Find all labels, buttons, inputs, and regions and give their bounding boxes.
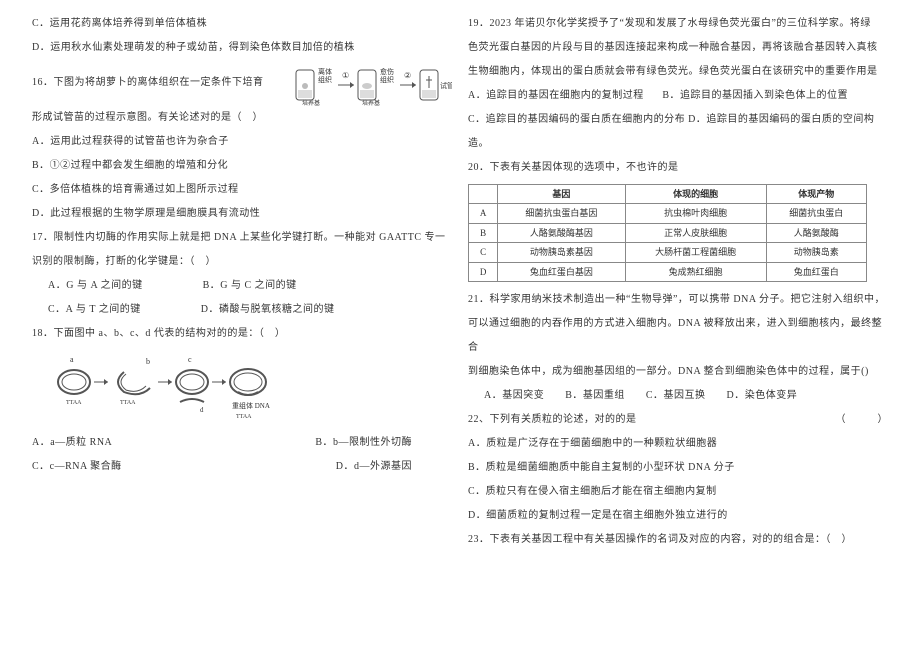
q16-text-2: 形成试管苗的过程示意图。有关论述对的是（ ） bbox=[32, 106, 452, 130]
svg-text:d: d bbox=[200, 406, 204, 414]
q20-table: 基因 体现的细胞 体现产物 A细菌抗虫蛋白基因抗虫棉叶肉细胞细菌抗虫蛋白B人酪氨… bbox=[468, 184, 867, 282]
table-cell: 大肠杆菌工程菌细胞 bbox=[625, 243, 766, 262]
table-cell: 细菌抗虫蛋白基因 bbox=[498, 204, 625, 223]
th-gene: 基因 bbox=[498, 185, 625, 204]
q18-option-c: C．c—RNA 聚合酶 bbox=[32, 455, 122, 479]
q21-text-1: 21．科学家用纳米技术制造出一种“生物导弹”，可以携带 DNA 分子。把它注射入… bbox=[468, 288, 888, 312]
q22-row: 22、下列有关质粒的论述，对的的是 （ ） bbox=[468, 408, 888, 432]
q21-text-3: 到细胞染色体中，成为细胞基因组的一部分。DNA 整合到细胞染色体中的过程，属于(… bbox=[468, 360, 888, 384]
svg-text:培养基: 培养基 bbox=[302, 99, 320, 106]
q20-text: 20．下表有关基因体现的选项中，不也许的是 bbox=[468, 156, 888, 180]
q17-opts-row1: A．G 与 A 之间的键 B．G 与 C 之间的键 bbox=[32, 274, 452, 298]
table-header-row: 基因 体现的细胞 体现产物 bbox=[469, 185, 867, 204]
table-cell: 人酪氨酸酶 bbox=[766, 223, 866, 242]
table-cell: 动物胰岛素 bbox=[766, 243, 866, 262]
q21-options: A．基因突变 B．基因重组 C．基因互换 D．染色体变异 bbox=[468, 384, 888, 408]
q22-option-d: D．细菌质粒的复制过程一定是在宿主细胞外独立进行的 bbox=[468, 504, 888, 528]
svg-text:培养基: 培养基 bbox=[362, 99, 380, 106]
table-cell: 兔血红蛋白 bbox=[766, 262, 866, 281]
q19-option-cd: C．追踪目的基因编码的蛋白质在细胞内的分布 D．追踪目的基因编码的蛋白质的空间构… bbox=[468, 108, 888, 156]
table-cell: 抗虫棉叶肉细胞 bbox=[625, 204, 766, 223]
q18-opts-row1: A．a—质粒 RNA B．b—限制性外切酶 bbox=[32, 431, 452, 455]
right-column: 19．2023 年诺贝尔化学奖授予了“发现和发展了水母绿色荧光蛋白”的三位科学家… bbox=[460, 12, 896, 638]
svg-text:组织: 组织 bbox=[318, 75, 332, 84]
q16-text-1: 16．下图为将胡萝卜的离体组织在一定条件下培育 bbox=[32, 71, 288, 95]
q19-text-3: 生物细胞内，体现出的蛋白质就会带有绿色荧光。绿色荧光蛋白在该研究中的重要作用是 bbox=[468, 60, 888, 84]
q22-option-a: A．质粒是广泛存在于细菌细胞中的一种颗粒状细胞器 bbox=[468, 432, 888, 456]
q18-option-b: B．b—限制性外切酶 bbox=[315, 431, 412, 455]
svg-text:TTAA: TTAA bbox=[120, 400, 136, 406]
q18-option-a: A．a—质粒 RNA bbox=[32, 431, 112, 455]
svg-text:组织: 组织 bbox=[380, 75, 394, 84]
q16-option-a: A．运用此过程获得的试管苗也许为杂合子 bbox=[32, 130, 452, 154]
q16-option-b: B．①②过程中都会发生细胞的增殖和分化 bbox=[32, 154, 452, 178]
table-row: A细菌抗虫蛋白基因抗虫棉叶肉细胞细菌抗虫蛋白 bbox=[469, 204, 867, 223]
tissue-culture-diagram: 离体 组织 培养基 ① 愈伤 组织 培养基 ② 试管苗 bbox=[292, 60, 452, 106]
svg-text:a: a bbox=[70, 355, 74, 364]
q22-option-b: B．质粒是细菌细胞质中能自主复制的小型环状 DNA 分子 bbox=[468, 456, 888, 480]
table-cell: 兔血红蛋白基因 bbox=[498, 262, 625, 281]
q18-opts-row2: C．c—RNA 聚合酶 D．d—外源基因 bbox=[32, 455, 452, 479]
q21-text-2: 可以通过细胞的内吞作用的方式进入细胞内。DNA 被释放出来，进入到细胞核内，最终… bbox=[468, 312, 888, 360]
svg-text:试管苗: 试管苗 bbox=[440, 81, 452, 90]
svg-text:c: c bbox=[188, 355, 192, 364]
table-cell: C bbox=[469, 243, 498, 262]
table-cell: 兔成熟红细胞 bbox=[625, 262, 766, 281]
q22-paren: （ ） bbox=[836, 408, 889, 432]
q15-option-c: C．运用花药离体培养得到单倍体植株 bbox=[32, 12, 452, 36]
q17-text-1: 17．限制性内切酶的作用实际上就是把 DNA 上某些化学键打断。一种能对 GAA… bbox=[32, 226, 452, 250]
svg-text:TTAA: TTAA bbox=[236, 414, 252, 420]
q23-text: 23．下表有关基因工程中有关基因操作的名词及对应的内容，对的的组合是：（ ） bbox=[468, 528, 888, 552]
q16-row1: 16．下图为将胡萝卜的离体组织在一定条件下培育 离体 组织 培养基 ① 愈伤 组… bbox=[32, 60, 452, 106]
q22-text: 22、下列有关质粒的论述，对的的是 bbox=[468, 408, 637, 432]
svg-text:b: b bbox=[146, 357, 150, 366]
svg-text:②: ② bbox=[404, 71, 411, 80]
table-row: B人酪氨酸酶基因正常人皮肤细胞人酪氨酸酶 bbox=[469, 223, 867, 242]
svg-text:①: ① bbox=[342, 71, 349, 80]
q18-option-d: D．d—外源基因 bbox=[336, 455, 412, 479]
q22-option-c: C．质粒只有在侵入宿主细胞后才能在宿主细胞内复制 bbox=[468, 480, 888, 504]
table-cell: 正常人皮肤细胞 bbox=[625, 223, 766, 242]
table-cell: D bbox=[469, 262, 498, 281]
svg-text:愈伤: 愈伤 bbox=[380, 67, 394, 76]
q19-option-b: B．追踪目的基因插入到染色体上的位置 bbox=[662, 84, 848, 108]
q15-option-d: D．运用秋水仙素处理萌发的种子或幼苗，得到染色体数目加倍的植株 bbox=[32, 36, 452, 60]
q17-option-d: D．磷酸与脱氧核糖之间的键 bbox=[201, 298, 335, 322]
svg-text:TTAA: TTAA bbox=[66, 400, 82, 406]
q19-option-a: A．追踪目的基因在细胞内的复制过程 bbox=[468, 84, 644, 108]
q17-option-b: B．G 与 C 之间的键 bbox=[203, 274, 297, 298]
table-row: D兔血红蛋白基因兔成熟红细胞兔血红蛋白 bbox=[469, 262, 867, 281]
q17-opts-row2: C．A 与 T 之间的键 D．磷酸与脱氧核糖之间的键 bbox=[32, 298, 452, 322]
th-blank bbox=[469, 185, 498, 204]
th-product: 体现产物 bbox=[766, 185, 866, 204]
table-cell: 人酪氨酸酶基因 bbox=[498, 223, 625, 242]
q16-option-d: D．此过程根据的生物学原理是细胞膜具有流动性 bbox=[32, 202, 452, 226]
left-column: C．运用花药离体培养得到单倍体植株 D．运用秋水仙素处理萌发的种子或幼苗，得到染… bbox=[24, 12, 460, 638]
q18-text-1: 18．下面图中 a、b、c、d 代表的结构对的的是：（ ） bbox=[32, 322, 452, 346]
q19-text-2: 色荧光蛋白基因的片段与目的基因连接起来构成一种融合基因，再将该融合基因转入真核 bbox=[468, 36, 888, 60]
q19-text-1: 19．2023 年诺贝尔化学奖授予了“发现和发展了水母绿色荧光蛋白”的三位科学家… bbox=[468, 12, 888, 36]
q17-option-a: A．G 与 A 之间的键 bbox=[48, 274, 143, 298]
table-cell: B bbox=[469, 223, 498, 242]
q16-option-c: C．多倍体植株的培育需通过如上图所示过程 bbox=[32, 178, 452, 202]
q17-text-2: 识别的限制酶，打断的化学键是：（ ） bbox=[32, 250, 452, 274]
th-cell: 体现的细胞 bbox=[625, 185, 766, 204]
table-cell: A bbox=[469, 204, 498, 223]
svg-text:重组体 DNA: 重组体 DNA bbox=[232, 401, 270, 410]
table-cell: 细菌抗虫蛋白 bbox=[766, 204, 866, 223]
plasmid-diagram: a TTAA b TTAA c d 重组体 DNA TTAA bbox=[52, 352, 282, 422]
table-cell: 动物胰岛素基因 bbox=[498, 243, 625, 262]
q19-opts-row1: A．追踪目的基因在细胞内的复制过程 B．追踪目的基因插入到染色体上的位置 bbox=[468, 84, 888, 108]
svg-text:离体: 离体 bbox=[318, 67, 332, 76]
q17-option-c: C．A 与 T 之间的键 bbox=[48, 298, 141, 322]
table-row: C动物胰岛素基因大肠杆菌工程菌细胞动物胰岛素 bbox=[469, 243, 867, 262]
